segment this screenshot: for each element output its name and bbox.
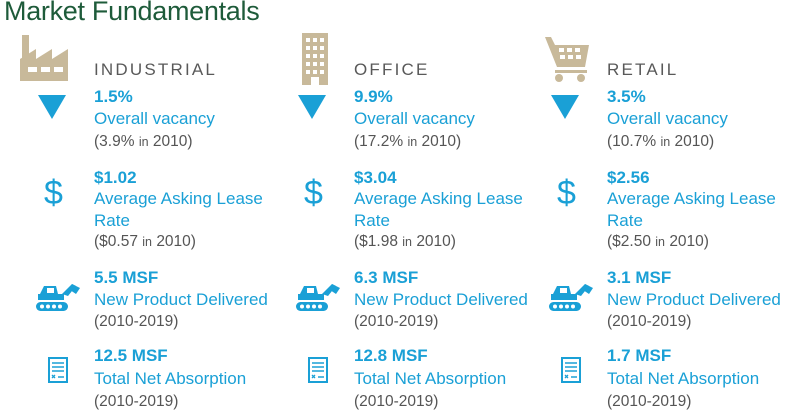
bulldozer-icon [296, 282, 342, 317]
delivered-note: (2010-2019) [354, 313, 439, 330]
vacancy-value: 9.9% [354, 87, 393, 106]
vacancy-note: (17.2% in 2010) [354, 133, 462, 150]
lease-rate-value: $3.04 [354, 168, 397, 187]
absorption-value: 1.7 MSF [607, 346, 672, 365]
lease-rate-label: Average Asking Lease Rate [354, 189, 523, 230]
absorption-label: Total Net Absorption [354, 369, 507, 388]
vacancy-value: 3.5% [607, 87, 646, 106]
office-building-icon [300, 33, 330, 90]
lease-rate-label: Average Asking Lease Rate [607, 189, 776, 230]
dollar-icon: $ [304, 174, 323, 212]
delivered-note: (2010-2019) [94, 313, 179, 330]
column-office: OFFICE 9.9% Overall vacancy (17.2% in 20… [268, 0, 530, 419]
lease-rate-note: ($1.98 in 2010) [354, 233, 456, 250]
absorption-label: Total Net Absorption [607, 369, 760, 388]
lease-rate-note: ($0.57 in 2010) [94, 233, 196, 250]
bulldozer-icon [549, 282, 595, 317]
lease-rate-value: $2.56 [607, 168, 650, 187]
absorption-note: (2010-2019) [94, 393, 179, 410]
absorption-label: Total Net Absorption [94, 369, 247, 388]
delivered-label: New Product Delivered [607, 290, 781, 309]
shopping-cart-icon [543, 33, 593, 88]
lease-rate-note: ($2.50 in 2010) [607, 233, 709, 250]
factory-icon [18, 33, 78, 88]
document-icon [48, 357, 68, 388]
down-triangle-icon [551, 95, 579, 124]
document-icon [561, 357, 581, 388]
vacancy-label: Overall vacancy [607, 109, 728, 128]
lease-rate-value: $1.02 [94, 168, 137, 187]
vacancy-note: (3.9% in 2010) [94, 133, 193, 150]
column-industrial: INDUSTRIAL 1.5% Overall vacancy (3.9% in… [8, 0, 270, 419]
page-title: Market Fundamentals [4, 0, 260, 26]
absorption-note: (2010-2019) [354, 393, 439, 410]
dollar-icon: $ [44, 174, 63, 212]
delivered-label: New Product Delivered [354, 290, 528, 309]
category-label: INDUSTRIAL [94, 60, 218, 79]
document-icon [308, 357, 328, 388]
vacancy-label: Overall vacancy [94, 109, 215, 128]
category-label: RETAIL [607, 60, 679, 79]
delivered-note: (2010-2019) [607, 313, 692, 330]
absorption-value: 12.8 MSF [354, 346, 428, 365]
absorption-value: 12.5 MSF [94, 346, 168, 365]
category-label: OFFICE [354, 60, 430, 79]
bulldozer-icon [36, 282, 82, 317]
delivered-value: 3.1 MSF [607, 268, 672, 287]
vacancy-note: (10.7% in 2010) [607, 133, 715, 150]
vacancy-value: 1.5% [94, 87, 133, 106]
delivered-label: New Product Delivered [94, 290, 268, 309]
delivered-value: 6.3 MSF [354, 268, 419, 287]
delivered-value: 5.5 MSF [94, 268, 159, 287]
absorption-note: (2010-2019) [607, 393, 692, 410]
down-triangle-icon [38, 95, 66, 124]
lease-rate-label: Average Asking Lease Rate [94, 189, 263, 230]
column-retail: RETAIL 3.5% Overall vacancy (10.7% in 20… [521, 0, 783, 419]
down-triangle-icon [298, 95, 326, 124]
dollar-icon: $ [557, 174, 576, 212]
vacancy-label: Overall vacancy [354, 109, 475, 128]
